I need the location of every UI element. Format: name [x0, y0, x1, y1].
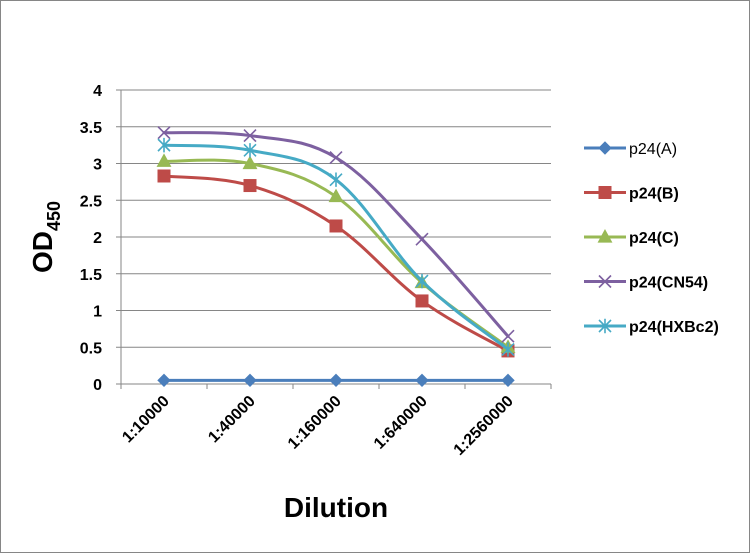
- legend-label: p24(A): [629, 141, 677, 158]
- y-axis-title-main: OD: [27, 231, 58, 273]
- data-point: [329, 172, 343, 187]
- data-point: [242, 155, 258, 170]
- legend-label: p24(C): [629, 230, 679, 247]
- legend-marker: [598, 186, 612, 199]
- data-point: [415, 232, 429, 246]
- data-point: [156, 153, 172, 167]
- data-point: [157, 126, 171, 140]
- legend: p24(A) p24(B) p24(C) p24(CN54) p24(HXBc2): [584, 141, 719, 336]
- data-point: [243, 179, 257, 193]
- series-4: [157, 137, 515, 357]
- legend-label: p24(B): [629, 186, 679, 203]
- x-tick-label: 1:640000: [371, 393, 431, 453]
- data-point: [243, 143, 257, 158]
- y-tick-labels: 0 0.5 1 1.5 2 2.5 3 3.5 4: [80, 83, 102, 394]
- legend-label: p24(HXBc2): [629, 319, 719, 336]
- series-0: [157, 373, 515, 388]
- data-point: [329, 373, 343, 388]
- y-axis-title-subscript: 450: [44, 201, 64, 231]
- x-tick-label: 1:2560000: [451, 393, 517, 459]
- data-point: [329, 151, 343, 165]
- data-point: [501, 373, 515, 388]
- data-point: [243, 373, 257, 388]
- series-line: [162, 131, 510, 338]
- y-tick-label: 1: [93, 304, 102, 321]
- x-tick-label: 1:10000: [119, 393, 173, 447]
- legend-marker: [598, 141, 612, 155]
- y-tick-label: 3: [93, 157, 102, 174]
- y-tick-label: 3.5: [80, 120, 102, 137]
- data-point: [157, 169, 171, 183]
- legend-item: p24(HXBc2): [584, 318, 719, 336]
- legend-label: p24(CN54): [629, 275, 708, 292]
- legend-marker: [598, 318, 612, 334]
- data-point: [501, 342, 515, 357]
- legend-marker: [598, 274, 612, 289]
- data-point: [415, 273, 429, 289]
- data-point: [329, 219, 343, 233]
- legend-item: p24(CN54): [584, 275, 708, 292]
- y-tick-label: 0.5: [80, 340, 102, 357]
- series-3: [157, 126, 515, 343]
- y-tick-label: 4: [93, 83, 102, 100]
- data-point: [243, 129, 257, 143]
- y-axis-title: OD450: [27, 201, 64, 273]
- data-point: [415, 373, 429, 388]
- y-tick-label: 2: [93, 230, 102, 247]
- x-axis-title: Dilution: [284, 492, 388, 523]
- legend-marker: [597, 229, 613, 243]
- data-point: [157, 373, 171, 388]
- x-tick-labels: 1:10000 1:40000 1:160000 1:640000 1:2560000: [119, 393, 517, 459]
- y-tick-label: 1.5: [80, 267, 102, 284]
- x-tick-label: 1:160000: [285, 393, 345, 453]
- y-tick-label: 2.5: [80, 193, 102, 210]
- data-point: [501, 329, 515, 343]
- legend-item: p24(A): [584, 141, 677, 158]
- legend-item: p24(C): [584, 229, 679, 247]
- series-group: [156, 126, 516, 388]
- data-point: [157, 137, 171, 153]
- data-point: [415, 294, 429, 308]
- data-point: [328, 188, 344, 203]
- y-tick-label: 0: [93, 377, 102, 394]
- legend-item: p24(B): [584, 186, 679, 203]
- x-tick-label: 1:40000: [205, 393, 259, 447]
